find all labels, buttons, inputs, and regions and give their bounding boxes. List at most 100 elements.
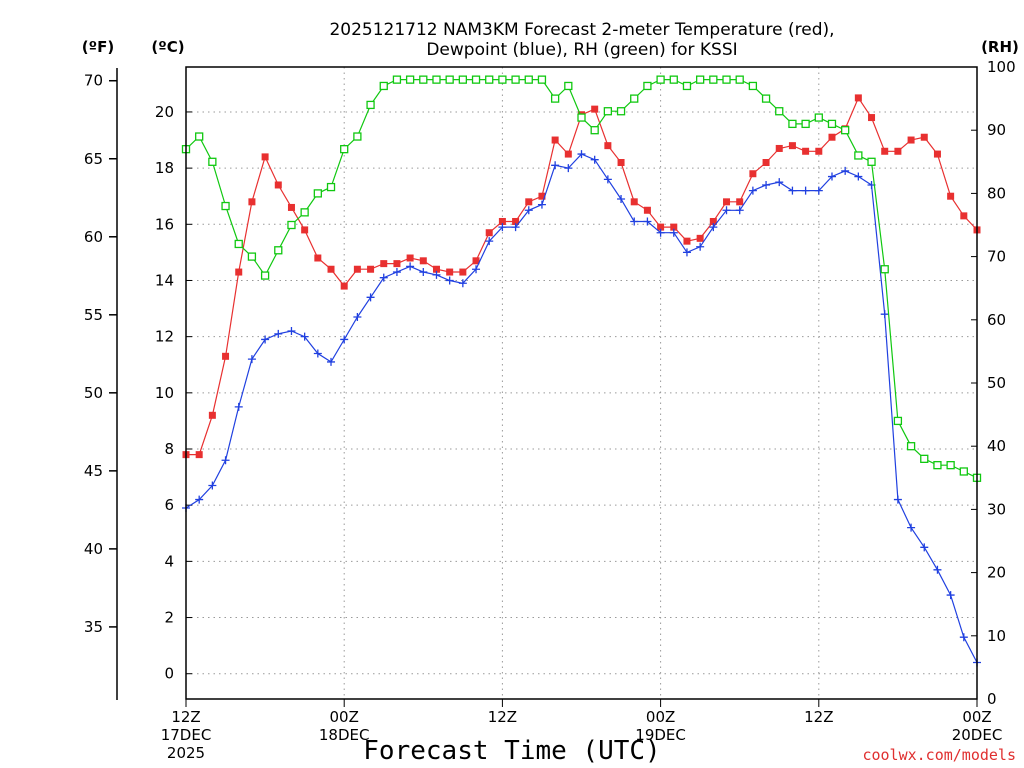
dewpoint-point (827, 172, 836, 181)
temperature-point (749, 170, 757, 178)
rh-tick-label: 70 (987, 248, 1006, 266)
rh-point (827, 119, 837, 129)
fahrenheit-tick-label: 40 (84, 540, 103, 558)
celsius-tick-label: 20 (155, 103, 174, 121)
celsius-tick-label: 4 (164, 552, 174, 570)
rh-point (221, 201, 230, 211)
dewpoint-point (630, 217, 639, 226)
dewpoint-point (406, 262, 415, 271)
rh-tick-label: 80 (987, 184, 1006, 202)
dewpoint-point (195, 495, 204, 504)
dewpoint-point (920, 543, 929, 552)
temperature-point (947, 192, 955, 200)
celsius-tick-label: 10 (155, 384, 174, 402)
rh-point (906, 442, 916, 451)
dewpoint-point (854, 172, 863, 181)
rh-point (471, 75, 481, 84)
temperature-point (815, 147, 823, 155)
rh-point (590, 126, 599, 135)
rh-point (709, 75, 718, 84)
temperature-point (551, 136, 559, 144)
temperature-point (881, 147, 889, 155)
dewpoint-point (498, 223, 507, 232)
dewpoint-point (327, 357, 336, 366)
dewpoint-point (933, 565, 942, 574)
rh-point (577, 113, 586, 122)
celsius-tick-label: 14 (155, 271, 174, 289)
grid-layer (185, 67, 978, 699)
temperature-point (868, 114, 876, 122)
dewpoint-point (788, 186, 797, 195)
rh-point (814, 113, 823, 122)
rh-point (722, 75, 731, 84)
rh-point (537, 75, 547, 84)
dewpoint-point (551, 161, 560, 170)
chart-title-line1: 2025121712 NAM3KM Forecast 2-meter Tempe… (329, 20, 834, 40)
temperature-point (287, 203, 295, 211)
temperature-point (512, 217, 520, 225)
dewpoint-point (564, 164, 573, 173)
temperature-point (538, 192, 546, 200)
temperature-point (353, 265, 361, 273)
dewpoint-point (709, 223, 718, 232)
dewpoint-point (524, 206, 533, 215)
rh-tick-label: 30 (987, 500, 1006, 518)
celsius-tick-label: 8 (164, 440, 174, 458)
temperature-point (564, 150, 572, 158)
x-tick-label: 20DEC (952, 726, 1003, 744)
temperature-point (854, 94, 862, 102)
rh-tick-label: 10 (987, 627, 1006, 645)
celsius-unit-label: (ºC) (151, 38, 184, 56)
temperature-point (301, 226, 309, 234)
rh-point (682, 81, 692, 91)
dewpoint-point (656, 228, 665, 237)
rh-point (669, 75, 678, 84)
rh-point (405, 75, 415, 84)
rh-tick-label: 0 (987, 690, 997, 708)
dewpoint-point (287, 327, 296, 336)
rh-point (300, 208, 309, 217)
temperature-point (446, 268, 454, 276)
fahrenheit-tick-label: 70 (84, 72, 103, 90)
temperature-point (393, 260, 401, 268)
x-tick-label: 00Z (962, 708, 991, 726)
fahrenheit-tick-label: 35 (84, 618, 103, 636)
temperature-point (591, 105, 599, 113)
rh-point (313, 189, 322, 198)
temperature-point (709, 217, 717, 225)
dewpoint-point (537, 200, 546, 209)
temperature-point (208, 411, 216, 419)
dewpoint-point (234, 402, 243, 411)
temperature-point (432, 265, 440, 273)
temperature-point (222, 352, 230, 360)
dewpoint-point (946, 591, 955, 600)
axis-layer: 0246810121416182012Z17DEC202500Z18DEC12Z… (84, 58, 1016, 762)
fahrenheit-unit-label: (ºF) (82, 38, 114, 56)
temperature-point (696, 234, 704, 242)
temperature-point (248, 198, 256, 206)
rh-point (524, 75, 533, 84)
temperature-point (604, 142, 612, 150)
rh-tick-label: 50 (987, 374, 1006, 392)
x-tick-label: 12Z (804, 708, 833, 726)
dewpoint-point (669, 228, 678, 237)
rh-tick-label: 20 (987, 564, 1006, 582)
dewpoint-point (907, 523, 916, 532)
rh-series-line (185, 78, 978, 479)
rh-point (959, 467, 968, 476)
rh-point (761, 94, 771, 103)
temperature-point (261, 153, 269, 161)
dewpoint-point (643, 217, 652, 226)
rh-point (616, 107, 626, 116)
dewpoint-point (762, 180, 771, 189)
dewpoint-point (300, 332, 309, 341)
temperature-point (907, 136, 915, 144)
dewpoint-point (959, 633, 968, 642)
dewpoint-point (603, 175, 612, 184)
dewpoint-point (472, 265, 481, 274)
temperature-point (920, 133, 928, 141)
x-tick-label: 12Z (171, 708, 200, 726)
rh-point (603, 107, 613, 116)
celsius-tick-label: 6 (164, 496, 174, 514)
temperature-point (498, 217, 506, 225)
